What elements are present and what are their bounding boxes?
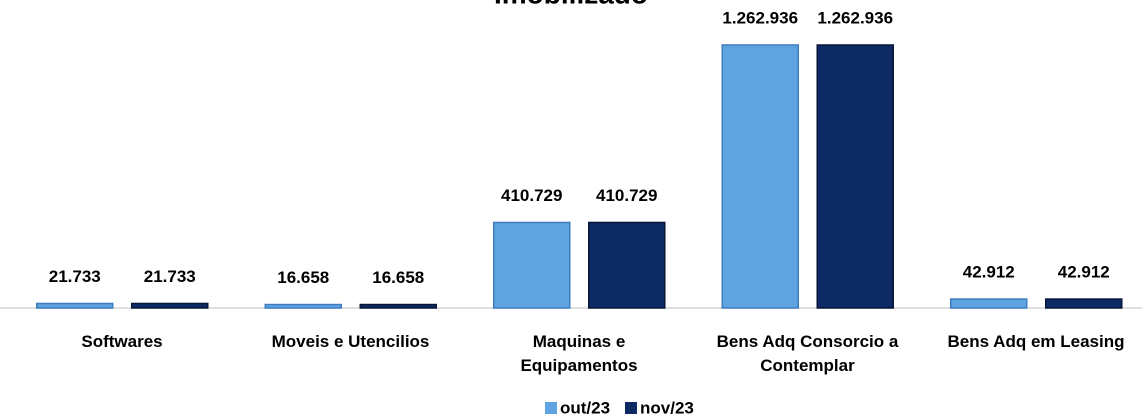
data-label: 42.912 <box>963 263 1015 282</box>
data-label: 410.729 <box>596 186 657 205</box>
data-label: 42.912 <box>1058 263 1110 282</box>
x-tick-label: Bens Adq Consorcio a Contemplar <box>716 332 899 375</box>
bar <box>588 221 666 309</box>
x-tick-label: Maquinas e Equipamentos <box>520 332 638 375</box>
bar <box>721 44 799 309</box>
data-label: 21.733 <box>49 267 101 286</box>
bar <box>493 221 571 309</box>
legend-label: out/23 <box>560 398 610 417</box>
bar <box>816 44 894 309</box>
data-label: 16.658 <box>277 268 329 287</box>
bar <box>950 298 1028 309</box>
data-label: 410.729 <box>501 186 562 205</box>
bar <box>264 303 342 309</box>
bar <box>1045 298 1123 309</box>
x-tick-label: Moveis e Utencilios <box>271 332 430 351</box>
bar <box>131 302 209 309</box>
data-label: 16.658 <box>372 268 424 287</box>
data-label: 1.262.936 <box>722 8 798 27</box>
legend-swatch <box>625 402 637 414</box>
x-tick-label: Bens Adq em Leasing <box>947 332 1125 351</box>
data-label: 1.262.936 <box>817 8 893 27</box>
data-label: 21.733 <box>144 267 196 286</box>
x-tick-label: Softwares <box>81 332 163 351</box>
legend-swatch <box>545 402 557 414</box>
bar <box>359 303 437 309</box>
chart-title: Imobilizado <box>494 0 648 9</box>
bar <box>36 302 114 309</box>
legend-label: nov/23 <box>640 398 694 417</box>
